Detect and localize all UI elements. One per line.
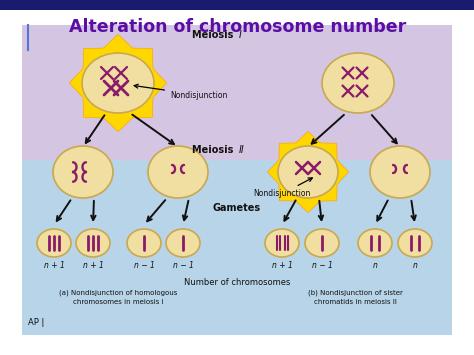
Ellipse shape [398,229,432,257]
Text: n + 1: n + 1 [82,261,103,270]
Text: (b) Nondisjunction of sister
chromatids in meiosis II: (b) Nondisjunction of sister chromatids … [308,290,402,305]
Text: n − 1: n − 1 [311,261,332,270]
Ellipse shape [148,146,208,198]
Text: II: II [239,145,245,155]
Text: n − 1: n − 1 [134,261,155,270]
Text: Meiosis: Meiosis [192,145,237,155]
Ellipse shape [76,229,110,257]
Text: Number of chromosomes: Number of chromosomes [184,278,290,287]
Ellipse shape [265,229,299,257]
Ellipse shape [322,53,394,113]
Text: n: n [412,261,418,270]
Text: Alteration of chromosome number: Alteration of chromosome number [69,18,407,36]
Text: Gametes: Gametes [213,203,261,213]
Bar [22,25,452,160]
Text: Nondisjunction: Nondisjunction [253,178,312,198]
Text: n − 1: n − 1 [173,261,193,270]
Polygon shape [69,34,166,132]
Ellipse shape [305,229,339,257]
Polygon shape [267,131,348,213]
Ellipse shape [166,229,200,257]
Text: Meiosis: Meiosis [192,30,237,40]
Ellipse shape [53,146,113,198]
Bar [22,160,452,335]
Text: n + 1: n + 1 [272,261,292,270]
Ellipse shape [370,146,430,198]
Text: Nondisjunction: Nondisjunction [134,84,228,99]
Text: I: I [239,30,242,40]
Ellipse shape [82,53,154,113]
Text: n: n [373,261,377,270]
Text: (a) Nondisjunction of homologous
chromosomes in meiosis I: (a) Nondisjunction of homologous chromos… [59,290,177,305]
Bar [0,0,474,10]
Ellipse shape [358,229,392,257]
Ellipse shape [37,229,71,257]
Text: n + 1: n + 1 [44,261,64,270]
Ellipse shape [278,146,338,198]
Ellipse shape [127,229,161,257]
Text: AP |: AP | [28,318,45,327]
